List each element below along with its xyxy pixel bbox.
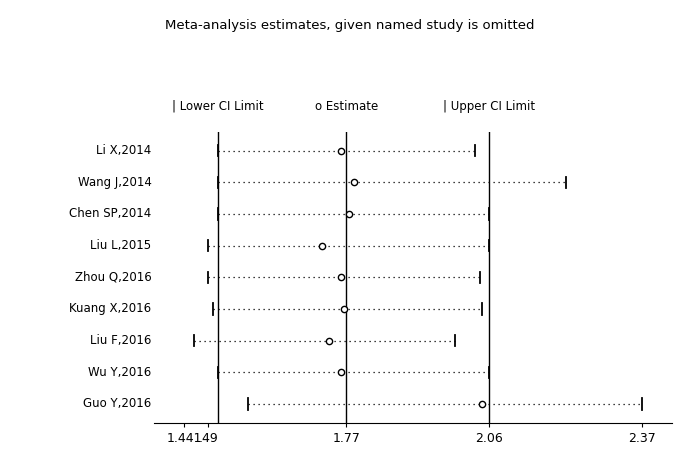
Text: o Estimate: o Estimate [315, 100, 378, 113]
Text: Kuang X,2016: Kuang X,2016 [69, 303, 151, 315]
Text: Wang J,2014: Wang J,2014 [78, 176, 151, 189]
Text: Liu L,2015: Liu L,2015 [90, 239, 151, 252]
Text: Meta-analysis estimates, given named study is omitted: Meta-analysis estimates, given named stu… [165, 19, 535, 32]
Text: Wu Y,2016: Wu Y,2016 [88, 366, 151, 379]
Text: | Upper CI Limit: | Upper CI Limit [443, 100, 536, 113]
Text: Li X,2014: Li X,2014 [97, 144, 151, 157]
Text: Guo Y,2016: Guo Y,2016 [83, 398, 151, 410]
Text: Liu F,2016: Liu F,2016 [90, 334, 151, 347]
Text: Chen SP,2014: Chen SP,2014 [69, 207, 151, 220]
Text: | Lower CI Limit: | Lower CI Limit [172, 100, 264, 113]
Text: Zhou Q,2016: Zhou Q,2016 [75, 271, 151, 284]
